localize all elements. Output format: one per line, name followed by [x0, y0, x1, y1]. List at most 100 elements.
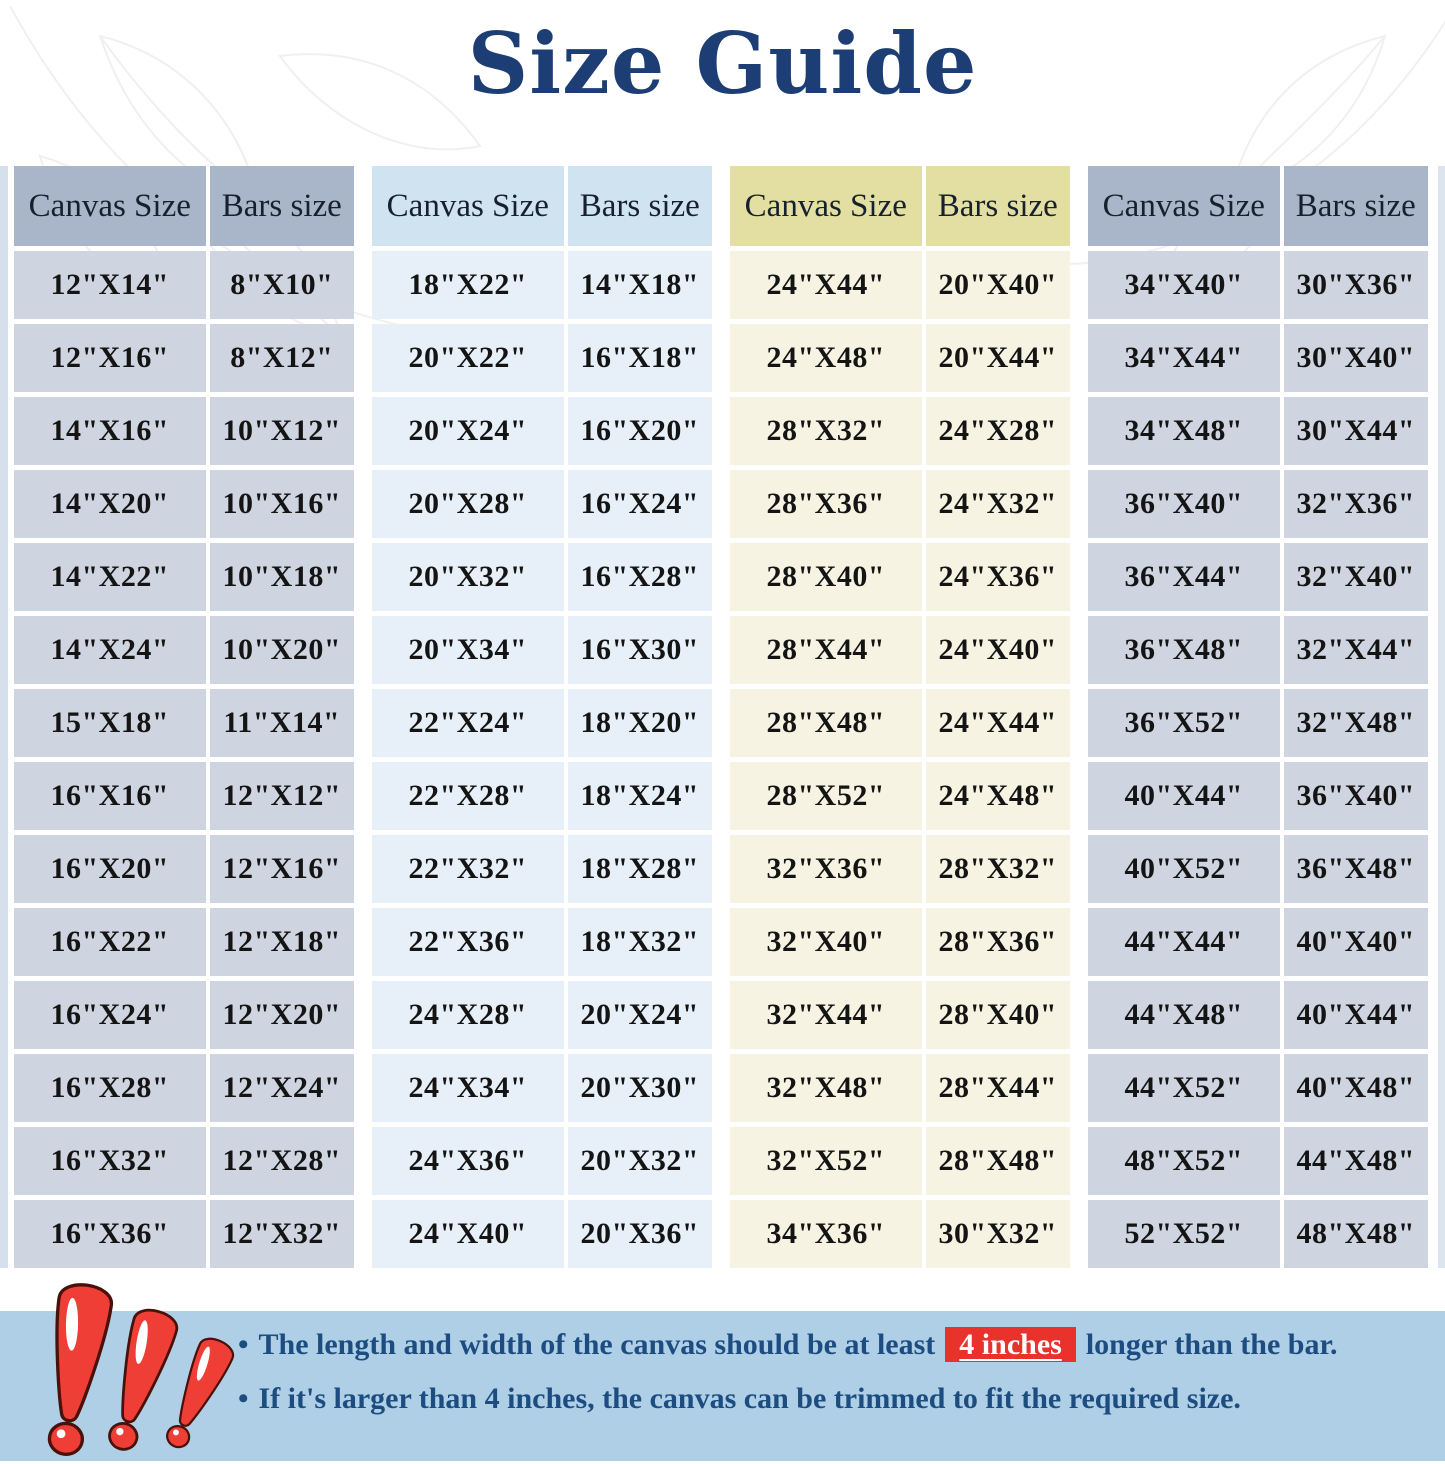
table-row: 22"X24" 18"X20" — [372, 689, 712, 757]
table-row: 52"X52" 48"X48" — [1088, 1200, 1428, 1268]
table-row: 40"X52" 36"X48" — [1088, 835, 1428, 903]
bars-size-value: 10"X20" — [222, 633, 341, 666]
table-row: 36"X44" 32"X40" — [1088, 543, 1428, 611]
bars-size-value: 12"X24" — [222, 1071, 341, 1104]
canvas-size-value: 34"X40" — [1088, 251, 1284, 319]
right-edge-strip — [1438, 166, 1445, 1268]
canvas-size-value: 32"X36" — [730, 835, 926, 903]
bars-size-value: 28"X36" — [938, 925, 1057, 958]
bars-size-value: 12"X12" — [222, 779, 341, 812]
bars-size-value: 8"X12" — [230, 341, 334, 374]
bars-size-value: 28"X44" — [938, 1071, 1057, 1104]
table-row: 14"X20" 10"X16" — [14, 470, 354, 538]
notes-text: • The length and width of the canvas shou… — [238, 1322, 1408, 1429]
bars-size-value: 16"X30" — [580, 633, 699, 666]
note-trim: • If it's larger than 4 inches, the canva… — [238, 1376, 1408, 1422]
canvas-size-value: 22"X24" — [372, 689, 568, 757]
canvas-size-value: 20"X34" — [372, 616, 568, 684]
note1-pre: The length and width of the canvas shoul… — [258, 1328, 936, 1361]
table-row: 32"X44" 28"X40" — [730, 981, 1070, 1049]
canvas-size-value: 16"X28" — [14, 1054, 210, 1122]
table-row: 34"X48" 30"X44" — [1088, 397, 1428, 465]
canvas-size-value: 16"X22" — [14, 908, 210, 976]
table-row: 16"X36" 12"X32" — [14, 1200, 354, 1268]
table-row: 20"X22" 16"X18" — [372, 324, 712, 392]
bars-size-value: 30"X32" — [938, 1217, 1057, 1250]
bars-size-value: 24"X48" — [938, 779, 1057, 812]
canvas-size-value: 24"X48" — [730, 324, 926, 392]
canvas-size-value: 22"X32" — [372, 835, 568, 903]
bars-size-header: Bars size — [579, 187, 700, 224]
canvas-size-value: 24"X44" — [730, 251, 926, 319]
canvas-size-value: 36"X44" — [1088, 543, 1284, 611]
bars-size-value: 24"X32" — [938, 487, 1057, 520]
table-row: 20"X28" 16"X24" — [372, 470, 712, 538]
bars-size-value: 32"X44" — [1296, 633, 1415, 666]
bullet-icon: • — [238, 1328, 249, 1361]
note1-highlight: 4 inches — [945, 1327, 1076, 1362]
bars-size-value: 32"X36" — [1296, 487, 1415, 520]
page-title: Size Guide — [467, 14, 978, 113]
bars-size-value: 16"X24" — [580, 487, 699, 520]
size-tables-container: Canvas Size Bars size 12"X14" 8"X10" 12"X16"… — [14, 166, 1428, 1268]
canvas-size-value: 12"X16" — [14, 324, 210, 392]
table-row: 22"X28" 18"X24" — [372, 762, 712, 830]
table-row: 32"X52" 28"X48" — [730, 1127, 1070, 1195]
canvas-size-value: 14"X22" — [14, 543, 210, 611]
canvas-size-header: Canvas Size — [730, 166, 926, 246]
table-row: 28"X36" 24"X32" — [730, 470, 1070, 538]
bars-size-value: 12"X28" — [222, 1144, 341, 1177]
bars-size-value: 20"X40" — [938, 268, 1057, 301]
table-row: 44"X44" 40"X40" — [1088, 908, 1428, 976]
table-header-row: Canvas Size Bars size — [14, 166, 354, 246]
bars-size-value: 24"X36" — [938, 560, 1057, 593]
table-row: 28"X32" 24"X28" — [730, 397, 1070, 465]
canvas-size-value: 20"X28" — [372, 470, 568, 538]
table-row: 12"X16" 8"X12" — [14, 324, 354, 392]
table-row: 16"X16" 12"X12" — [14, 762, 354, 830]
table-row: 16"X32" 12"X28" — [14, 1127, 354, 1195]
table-row: 20"X32" 16"X28" — [372, 543, 712, 611]
table-row: 36"X40" 32"X36" — [1088, 470, 1428, 538]
table-row: 24"X40" 20"X36" — [372, 1200, 712, 1268]
bars-size-value: 16"X18" — [580, 341, 699, 374]
table-row: 16"X24" 12"X20" — [14, 981, 354, 1049]
bars-size-value: 24"X40" — [938, 633, 1057, 666]
table-row: 32"X36" 28"X32" — [730, 835, 1070, 903]
size-table-2: Canvas Size Bars size 18"X22" 14"X18" 20"X22… — [372, 166, 712, 1268]
table-header-row: Canvas Size Bars size — [372, 166, 712, 246]
canvas-size-value: 24"X36" — [372, 1127, 568, 1195]
canvas-size-value: 24"X34" — [372, 1054, 568, 1122]
canvas-size-value: 20"X22" — [372, 324, 568, 392]
canvas-size-value: 16"X20" — [14, 835, 210, 903]
canvas-size-value: 15"X18" — [14, 689, 210, 757]
table-row: 34"X36" 30"X32" — [730, 1200, 1070, 1268]
table-row: 48"X52" 44"X48" — [1088, 1127, 1428, 1195]
canvas-size-value: 48"X52" — [1088, 1127, 1284, 1195]
canvas-size-value: 32"X48" — [730, 1054, 926, 1122]
bars-size-value: 44"X48" — [1296, 1144, 1415, 1177]
table-row: 22"X32" 18"X28" — [372, 835, 712, 903]
bars-size-value: 16"X28" — [580, 560, 699, 593]
bars-size-value: 18"X28" — [580, 852, 699, 885]
bars-size-value: 14"X18" — [580, 268, 699, 301]
canvas-size-value: 20"X24" — [372, 397, 568, 465]
size-table-1: Canvas Size Bars size 12"X14" 8"X10" 12"X16"… — [14, 166, 354, 1268]
canvas-size-value: 16"X32" — [14, 1127, 210, 1195]
note-canvas-length: • The length and width of the canvas shou… — [238, 1322, 1408, 1368]
table-row: 32"X40" 28"X36" — [730, 908, 1070, 976]
table-row: 16"X20" 12"X16" — [14, 835, 354, 903]
notes-band — [0, 1311, 1445, 1461]
bars-size-value: 16"X20" — [580, 414, 699, 447]
canvas-size-value: 36"X40" — [1088, 470, 1284, 538]
table-row: 16"X28" 12"X24" — [14, 1054, 354, 1122]
table-row: 14"X16" 10"X12" — [14, 397, 354, 465]
table-row: 40"X44" 36"X40" — [1088, 762, 1428, 830]
bars-size-header: Bars size — [221, 187, 342, 224]
bars-size-value: 12"X32" — [222, 1217, 341, 1250]
table-row: 28"X52" 24"X48" — [730, 762, 1070, 830]
bars-size-value: 40"X44" — [1296, 998, 1415, 1031]
table-row: 44"X48" 40"X44" — [1088, 981, 1428, 1049]
canvas-size-value: 14"X24" — [14, 616, 210, 684]
canvas-size-value: 22"X36" — [372, 908, 568, 976]
